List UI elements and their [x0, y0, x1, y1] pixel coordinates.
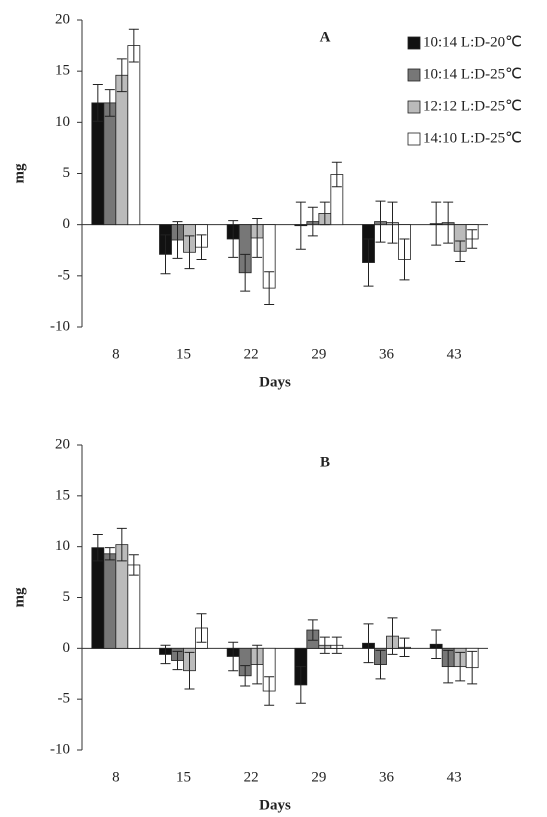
- error-bar: [184, 651, 195, 690]
- error-bar: [92, 83, 103, 122]
- error-bar: [160, 644, 171, 665]
- legend-swatch: [407, 100, 421, 114]
- error-bar: [264, 676, 275, 706]
- x-tick-label: 36: [379, 346, 395, 362]
- error-bar: [331, 161, 342, 188]
- error-bar: [228, 641, 239, 672]
- x-tick-label: 15: [176, 346, 191, 362]
- error-bar: [431, 629, 442, 659]
- error-bar: [295, 201, 306, 250]
- panel-title: B: [320, 454, 330, 470]
- y-tick-label: 5: [63, 165, 71, 181]
- x-tick-label: 8: [112, 346, 120, 362]
- bar: [127, 45, 141, 226]
- error-bar: [363, 238, 374, 287]
- error-bar: [240, 665, 251, 687]
- error-bar: [228, 220, 239, 258]
- error-bar: [295, 666, 306, 704]
- error-bar: [128, 554, 139, 576]
- error-bar: [160, 234, 171, 275]
- legend-swatch: [407, 68, 421, 82]
- error-bar: [331, 636, 342, 654]
- bar: [127, 564, 141, 649]
- y-tick-label: -10: [50, 741, 70, 757]
- panel-title: A: [320, 29, 331, 45]
- x-tick-label: 22: [244, 769, 259, 785]
- y-tick-label: 0: [63, 640, 71, 656]
- y-tick-label: 20: [55, 11, 70, 27]
- error-bar: [363, 623, 374, 664]
- y-tick-label: 20: [55, 436, 70, 452]
- bar: [115, 74, 129, 226]
- y-tick-label: 10: [55, 538, 70, 554]
- y-axis-label: mg: [11, 163, 27, 183]
- legend-swatch: [407, 36, 421, 50]
- x-tick-label: 15: [176, 769, 191, 785]
- error-bar: [443, 649, 454, 684]
- error-bar: [92, 533, 103, 562]
- y-tick-label: 10: [55, 114, 70, 130]
- error-bar: [252, 218, 263, 258]
- x-tick-label: 43: [447, 346, 462, 362]
- legend-label: 10:14 L:D-20℃: [423, 34, 522, 50]
- x-axis-label: Days: [259, 797, 291, 813]
- y-axis-label: mg: [11, 587, 27, 607]
- error-bar: [240, 253, 251, 292]
- x-tick-label: 43: [447, 769, 462, 785]
- error-bar: [172, 221, 183, 259]
- y-tick-label: 5: [63, 589, 71, 605]
- x-axis-label: Days: [259, 374, 291, 390]
- legend-swatch: [407, 132, 421, 146]
- x-tick-label: 8: [112, 769, 120, 785]
- error-bar: [252, 644, 263, 685]
- legend-label: 12:12 L:D-25℃: [423, 98, 522, 114]
- error-bar: [104, 89, 115, 117]
- error-bar: [387, 617, 398, 655]
- x-tick-label: 29: [311, 346, 326, 362]
- y-tick-label: -5: [58, 691, 71, 707]
- y-tick-label: 15: [55, 63, 70, 79]
- error-bar: [443, 201, 454, 244]
- error-bar: [116, 527, 127, 562]
- error-bar: [431, 201, 442, 246]
- error-bar: [319, 201, 330, 226]
- error-bar: [184, 235, 195, 270]
- legend-label: 14:10 L:D-25℃: [423, 130, 522, 146]
- error-bar: [375, 649, 386, 680]
- error-bar: [319, 636, 330, 654]
- error-bar: [399, 238, 410, 281]
- x-tick-label: 22: [244, 346, 259, 362]
- x-tick-label: 29: [311, 769, 326, 785]
- error-bar: [116, 58, 127, 93]
- error-bar: [104, 547, 115, 561]
- error-bar: [467, 650, 478, 685]
- y-tick-label: 15: [55, 487, 70, 503]
- y-tick-label: 0: [63, 216, 71, 232]
- error-bar: [387, 201, 398, 244]
- error-bar: [455, 651, 466, 682]
- error-bar: [196, 234, 207, 260]
- error-bar: [455, 240, 466, 263]
- error-bar: [196, 613, 207, 643]
- error-bar: [307, 619, 318, 641]
- error-bar: [399, 637, 410, 657]
- error-bar: [467, 229, 478, 249]
- bar: [91, 547, 105, 649]
- y-tick-label: -5: [58, 267, 71, 283]
- error-bar: [307, 206, 318, 237]
- legend-label: 10:14 L:D-25℃: [423, 66, 522, 82]
- error-bar: [375, 200, 386, 243]
- x-tick-label: 36: [379, 769, 395, 785]
- error-bar: [128, 28, 139, 63]
- error-bar: [264, 271, 275, 305]
- error-bar: [172, 650, 183, 671]
- bar: [103, 553, 117, 649]
- bar: [103, 102, 117, 226]
- y-tick-label: -10: [50, 318, 70, 334]
